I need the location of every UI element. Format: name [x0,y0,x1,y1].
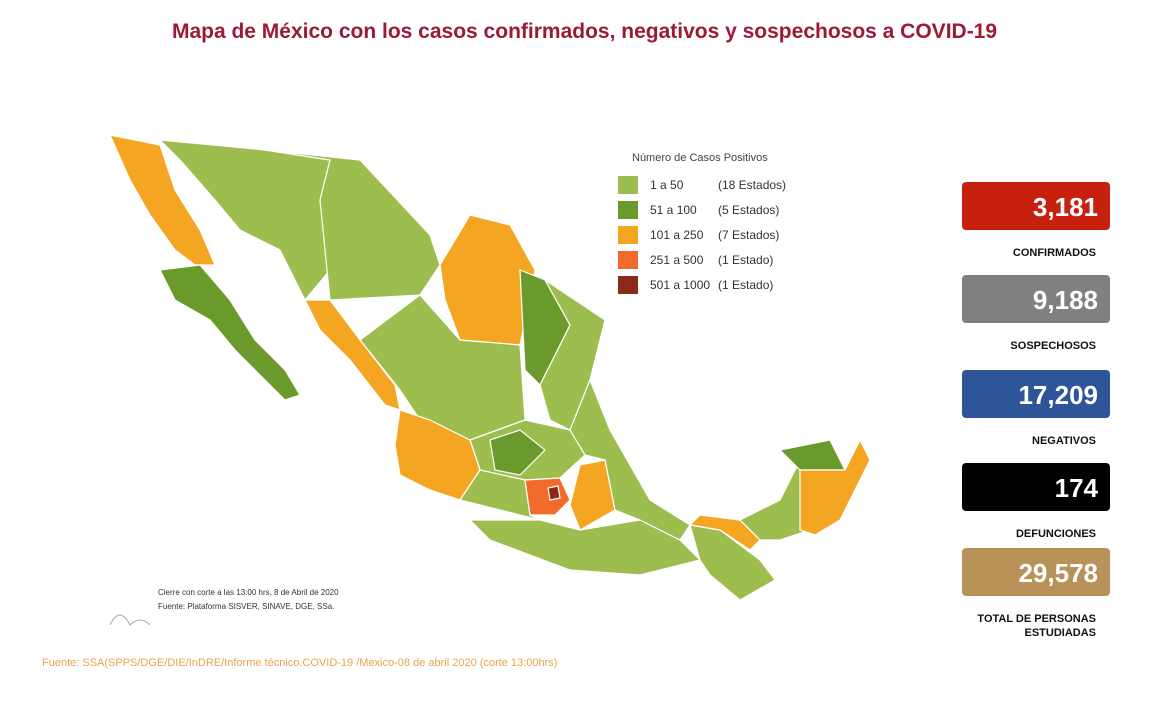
stat-label: NEGATIVOS [1032,435,1096,447]
legend-count: (1 Estado) [718,278,774,292]
legend-count: (5 Estados) [718,203,780,217]
legend-item: 501 a 1000 (1 Estado) [618,276,773,294]
legend-range: 251 a 500 [650,253,704,267]
legend-range: 501 a 1000 [650,278,711,292]
stat-label: CONFIRMADOS [1012,247,1096,259]
legend-range: 51 a 100 [650,203,697,217]
stat-value: 17,209 [962,370,1110,418]
legend-item: 51 a 100 (5 Estados) [618,201,779,219]
legend-swatch [618,276,638,294]
footer-source: Fuente: SSA(SPPS/DGE/DIE/InDRE/Informe t… [42,657,558,669]
legend-title: Número de Casos Positivos [632,152,768,164]
stat-label: SOSPECHOSOS [1010,340,1096,352]
stat-value: 29,578 [962,548,1110,596]
legend-swatch [618,201,638,219]
stat-value: 174 [962,463,1110,511]
legend-range: 101 a 250 [650,228,704,242]
legend-count: (1 Estado) [718,253,774,267]
legend-item: 101 a 250 (7 Estados) [618,226,779,244]
map-note: Cierre con corte a las 13:00 hrs, 8 de A… [158,588,339,597]
legend-range: 1 a 50 [650,178,684,192]
stat-label: DEFUNCIONES [1015,528,1096,540]
map [108,134,871,626]
legend-item: 1 a 50 (18 Estados) [618,176,786,194]
stat-label: TOTAL DE PERSONAS ESTUDIADAS [977,613,1096,639]
stat-value: 3,181 [962,182,1110,230]
title: Mapa de México con los casos confirmados… [171,20,998,43]
legend-swatch [618,226,638,244]
legend-item: 251 a 500 (1 Estado) [618,251,773,269]
map-note: Fuente: Plataforma SISVER, SINAVE, DGE, … [158,602,335,611]
legend-swatch [618,251,638,269]
legend-swatch [618,176,638,194]
stat-value: 9,188 [962,275,1110,323]
legend-count: (18 Estados) [718,178,787,192]
legend-count: (7 Estados) [718,228,780,242]
